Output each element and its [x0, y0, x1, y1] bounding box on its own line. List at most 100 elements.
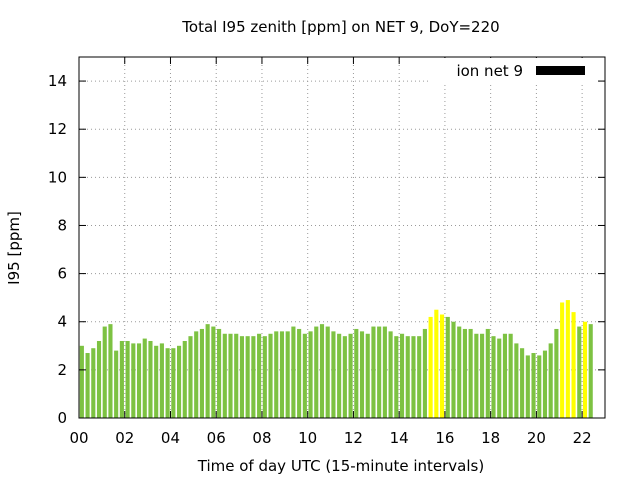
- bar: [554, 328, 559, 418]
- bar: [177, 345, 182, 418]
- bar: [571, 312, 576, 418]
- bar: [131, 343, 136, 418]
- bar: [159, 343, 164, 418]
- bar: [114, 350, 119, 418]
- bar: [125, 340, 130, 418]
- bar: [96, 340, 102, 418]
- y-tick-label: 4: [57, 313, 67, 331]
- bar: [548, 343, 553, 418]
- x-tick-label: 04: [161, 429, 180, 447]
- grid: [79, 57, 605, 418]
- bar: [440, 314, 445, 418]
- bar: [85, 353, 90, 418]
- bar: [542, 350, 548, 418]
- bar: [182, 340, 187, 418]
- bar: [251, 336, 256, 418]
- bar: [565, 300, 570, 418]
- x-tick-label: 00: [69, 429, 88, 447]
- bar: [577, 326, 582, 418]
- x-tick-label: 12: [344, 429, 363, 447]
- bar: [520, 348, 525, 418]
- bar: [514, 343, 519, 418]
- bar: [474, 333, 479, 418]
- bar: [371, 326, 376, 418]
- y-ticks: 0 2 4 6 8 10 12 14: [48, 72, 605, 427]
- bar: [79, 345, 84, 418]
- bar: [382, 326, 387, 418]
- bar: [222, 333, 227, 418]
- bar: [319, 324, 325, 418]
- bar: [308, 331, 313, 418]
- bar: [91, 348, 96, 418]
- bar: [485, 328, 490, 418]
- x-tick-label: 20: [527, 429, 546, 447]
- bar: [445, 316, 450, 418]
- bar: [359, 331, 365, 418]
- bar: [205, 324, 210, 418]
- x-tick-label: 22: [573, 429, 592, 447]
- y-axis-label: I95 [ppm]: [5, 211, 23, 285]
- bar: [239, 336, 245, 418]
- bar: [188, 336, 193, 418]
- legend-swatch: [536, 66, 585, 75]
- bar: [199, 328, 204, 418]
- y-tick-label: 14: [48, 72, 67, 90]
- bar: [405, 336, 410, 418]
- bar: [302, 333, 307, 418]
- bar: [285, 331, 290, 418]
- bar: [262, 336, 267, 418]
- x-tick-label: 06: [207, 429, 226, 447]
- bar: [560, 302, 565, 418]
- bar: [377, 326, 382, 418]
- y-tick-label: 8: [57, 216, 67, 234]
- y-tick-label: 2: [57, 361, 67, 379]
- y-tick-label: 12: [48, 120, 67, 138]
- bar: [148, 340, 153, 418]
- bar: [422, 328, 427, 418]
- x-tick-label: 18: [481, 429, 500, 447]
- bar: [417, 336, 422, 418]
- bar: [194, 331, 199, 418]
- x-tick-label: 14: [390, 429, 409, 447]
- bar: [462, 328, 467, 418]
- bar: [268, 333, 273, 418]
- bar: [399, 333, 405, 418]
- bar: [119, 340, 124, 418]
- bar: [274, 331, 279, 418]
- bar: [394, 336, 399, 418]
- x-axis-label: Time of day UTC (15-minute intervals): [197, 457, 484, 475]
- bar: [388, 331, 393, 418]
- legend-label: ion net 9: [456, 62, 523, 80]
- bar: [411, 336, 416, 418]
- bar: [154, 345, 159, 418]
- bar: [245, 336, 250, 418]
- x-tick-label: 10: [298, 429, 317, 447]
- bar: [314, 326, 319, 418]
- y-tick-label: 0: [57, 409, 67, 427]
- bar: [136, 343, 142, 418]
- bar: [354, 328, 359, 418]
- bar: [451, 321, 456, 418]
- y-tick-label: 10: [48, 168, 67, 186]
- bar: [588, 324, 593, 418]
- bar: [434, 309, 439, 418]
- bar: [348, 333, 353, 418]
- bar: [337, 333, 342, 418]
- bar: [108, 324, 113, 418]
- bar: [297, 328, 302, 418]
- y-tick-label: 6: [57, 265, 67, 283]
- x-tick-label: 08: [252, 429, 271, 447]
- x-tick-label: 16: [435, 429, 454, 447]
- bar: [228, 333, 233, 418]
- bar: [531, 353, 536, 418]
- bar: [217, 328, 222, 418]
- x-ticks: 00 02 04 06 08 10 12 14 16 18 20 22: [69, 57, 592, 447]
- bar: [234, 333, 239, 418]
- bar: [211, 326, 216, 418]
- bar: [325, 326, 330, 418]
- bar: [142, 338, 147, 418]
- bar: [468, 328, 473, 418]
- bar: [508, 333, 513, 418]
- plot-frame: [78, 56, 606, 419]
